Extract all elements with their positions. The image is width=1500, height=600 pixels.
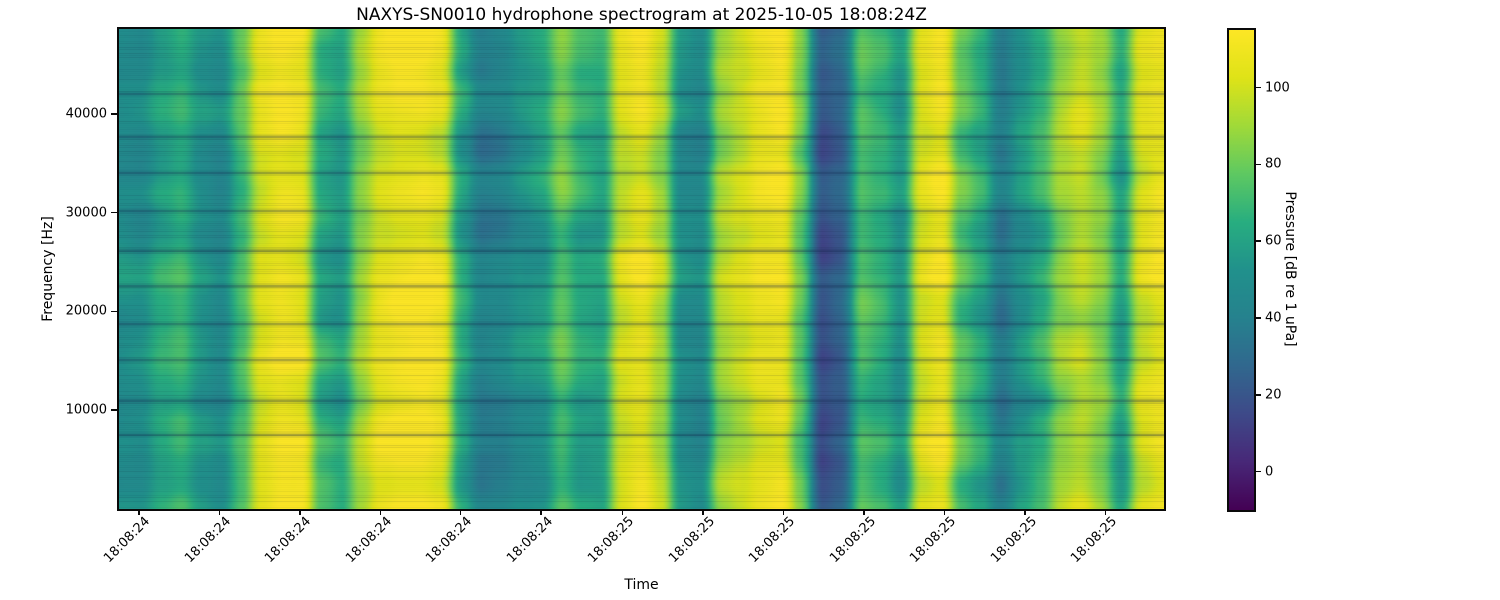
x-tick-label: 18:08:25: [665, 514, 718, 566]
x-tick-label: 18:08:25: [907, 514, 960, 566]
tick-mark: [111, 211, 117, 214]
y-tick-label: 30000: [65, 205, 107, 221]
tick-mark: [1104, 511, 1107, 515]
x-tick-label: 18:08:25: [826, 514, 879, 566]
tick-mark: [459, 511, 462, 515]
x-tick-label: 18:08:25: [585, 514, 638, 566]
tick-mark: [621, 511, 624, 515]
tick-mark: [138, 511, 140, 515]
colorbar-tick-label: 60: [1265, 233, 1282, 249]
x-tick-label: 18:08:24: [182, 514, 234, 566]
tick-mark: [1256, 86, 1261, 89]
x-tick-label: 18:08:24: [342, 514, 395, 566]
tick-mark: [1256, 163, 1261, 166]
y-tick-label: 20000: [65, 303, 107, 319]
x-tick-label: 18:08:24: [503, 514, 556, 566]
x-axis-label: Time: [624, 577, 659, 593]
tick-mark: [1256, 240, 1261, 242]
x-tick-label: 18:08:24: [423, 514, 476, 566]
colorbar-tick-label: 80: [1265, 156, 1282, 172]
tick-mark: [1024, 511, 1026, 515]
colorbar: [1227, 28, 1256, 512]
tick-mark: [299, 511, 301, 515]
x-tick-label: 18:08:24: [262, 514, 315, 566]
x-tick-label: 18:08:24: [101, 514, 154, 566]
x-tick-label: 18:08:25: [1068, 514, 1121, 566]
tick-mark: [702, 511, 704, 515]
colorbar-tick-label: 20: [1265, 387, 1282, 403]
colorbar-tick-label: 0: [1265, 464, 1274, 480]
y-tick-label: 10000: [65, 402, 107, 418]
tick-mark: [863, 511, 865, 515]
colorbar-gradient: [1229, 30, 1254, 510]
y-tick-label: 40000: [65, 106, 107, 122]
colorbar-label: Pressure [dB re 1 uPa]: [1282, 191, 1298, 347]
tick-mark: [540, 511, 542, 515]
spectrogram-heatmap: [119, 29, 1164, 509]
tick-mark: [111, 310, 117, 313]
tick-mark: [1256, 317, 1261, 319]
x-tick-label: 18:08:25: [746, 514, 799, 566]
tick-mark: [1256, 394, 1261, 396]
colorbar-tick-label: 100: [1265, 80, 1290, 96]
tick-mark: [782, 511, 785, 515]
x-tick-label: 18:08:25: [987, 514, 1040, 566]
chart-title: NAXYS-SN0010 hydrophone spectrogram at 2…: [356, 5, 927, 25]
tick-mark: [943, 511, 946, 515]
tick-mark: [111, 409, 117, 411]
tick-mark: [218, 511, 221, 515]
tick-mark: [111, 113, 117, 115]
colorbar-tick-label: 40: [1265, 310, 1282, 326]
tick-mark: [1256, 470, 1261, 473]
plot-area: [117, 27, 1166, 511]
tick-mark: [379, 511, 381, 515]
